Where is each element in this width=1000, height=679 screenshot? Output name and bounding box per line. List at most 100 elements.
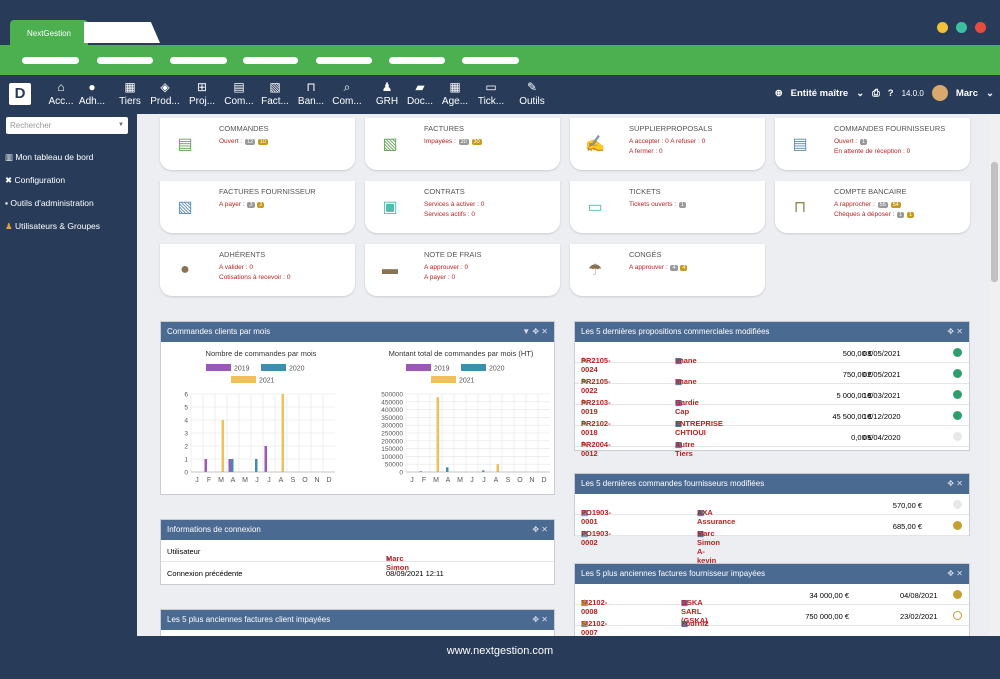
table-row[interactable]: ✎ PR2102-0018 ▦ ENTREPRISE CHTIOUI 45 500,… — [575, 405, 969, 437]
card-line[interactable]: A accepter : 0 A refuser : 0 — [629, 138, 706, 145]
sidebar-item-users[interactable]: ♟ Utilisateurs & Groupes — [5, 221, 101, 231]
entity-selector[interactable]: Entité maître — [790, 87, 849, 99]
stat-card[interactable]: ☂ CONGÉS A approuver : 4 4 — [570, 244, 765, 296]
menu-item-4[interactable]: ⊞ Proj... — [185, 78, 219, 107]
browser-tab-new[interactable] — [84, 22, 160, 43]
count-badge: 10 — [257, 139, 268, 145]
table-row[interactable]: ✎ PR2105-0022 ▦ Imane 750,00 €02/05/2021 — [575, 363, 969, 395]
card-line[interactable]: Services à activer : 0 — [424, 201, 485, 208]
card-line[interactable]: Tickets ouverts : 1 — [629, 201, 686, 208]
menu-item-13[interactable]: ✎ Outils — [515, 78, 549, 107]
stat-card[interactable]: ▤ COMMANDES FOURNISSEURS Ouvert : 1 En atte… — [775, 118, 970, 170]
table-row[interactable]: ▤ PO1903-0001 ▦ AXA Assurance 570,00 € — [575, 494, 969, 526]
table-row[interactable]: ▤ SI2102-0008 ⚠ ▦ GSKA SARL (GSKA) 34 000,… — [575, 584, 969, 625]
card-line[interactable]: A approuver : 4 4 — [629, 264, 688, 271]
table-row[interactable]: ✎ PR2105-0024 ▦ Imane 500,00 €03/05/2021 — [575, 342, 969, 374]
stat-card[interactable]: ✍ SUPPLIERPROPOSALS A accepter : 0 A refus… — [570, 118, 765, 170]
count-badge: 56 — [877, 202, 888, 208]
table-row[interactable]: ▤ SI2102-0007 ⚠ ▦ Fourni2 750 000,00 €23/0… — [575, 605, 969, 636]
card-line[interactable]: A valider : 0 — [219, 264, 253, 271]
menu-item-8[interactable]: ⌕ Com... — [330, 78, 364, 107]
legend-label: 2019 — [434, 366, 450, 373]
scrollbar-thumb[interactable] — [991, 162, 998, 282]
browser-tab-active[interactable]: NextGestion — [10, 20, 88, 45]
card-line[interactable]: A payer : 0 — [424, 274, 456, 281]
user-name[interactable]: Marc — [955, 87, 979, 99]
table-row[interactable]: ✎ PR2004-0012 ▦ Autre Tiers 0,00 €05/04/20… — [575, 426, 969, 458]
menu-item-1[interactable]: ● Adh... — [75, 78, 109, 107]
y-tick-label: 200000 — [381, 438, 403, 445]
stat-card[interactable]: ▧ FACTURES FOURNISSEUR A payer : 3 2 — [160, 181, 355, 233]
chevron-down-icon[interactable]: ⌄ — [856, 87, 865, 99]
building-icon: ▦ — [675, 356, 683, 365]
chevron-down-icon[interactable]: ▼ — [118, 122, 124, 128]
card-line[interactable]: A rapprocher : 56 54 — [834, 201, 901, 208]
x-tick-label: A — [494, 477, 499, 484]
menu-item-6[interactable]: ▧ Fact... — [258, 78, 292, 107]
avatar: ● — [386, 554, 391, 563]
panel-controls[interactable]: ✥ ✕ — [532, 525, 548, 534]
panel-header: Les 5 dernières propositions commerciale… — [575, 322, 969, 342]
table-row[interactable]: ✎ PR2103-0019 ▦ Gardie Cap 5 000,00 €10/03… — [575, 384, 969, 416]
cube-icon: ◈ — [160, 80, 170, 94]
close-dot[interactable] — [975, 22, 986, 33]
panel-controls[interactable]: ✥ ✕ — [947, 569, 963, 578]
panel-controls[interactable]: ✥ ✕ — [532, 615, 548, 624]
card-line[interactable]: Chèques à déposer : 1 1 — [834, 211, 915, 218]
menu-item-0[interactable]: ⌂ Acc... — [44, 78, 78, 107]
row-label: Utilisateur — [167, 547, 201, 556]
menu-item-11[interactable]: ▦ Age... — [438, 78, 472, 107]
stat-card[interactable]: ▬ NOTE DE FRAIS A approuver : 0 A payer : 0 — [365, 244, 560, 296]
menu-item-10[interactable]: ▰ Doc... — [403, 78, 437, 107]
card-line[interactable]: A approuver : 0 — [424, 264, 469, 271]
app-logo[interactable]: D — [9, 83, 31, 105]
table-row[interactable]: ▤ PO1903-0002 ▦ Marc Simon A-kevin 685,00 … — [575, 515, 969, 565]
chevron-down-icon[interactable]: ⌄ — [986, 87, 994, 99]
sidebar-item-dashboard[interactable]: ▥ Mon tableau de bord — [5, 152, 94, 162]
stat-card[interactable]: ▤ COMMANDES Ouvert : 12 10 — [160, 118, 355, 170]
card-line[interactable]: A payer : 3 2 — [219, 201, 265, 208]
scrollbar[interactable] — [989, 114, 1000, 636]
search-input[interactable]: Rechercher ▼ — [6, 117, 128, 134]
panel-controls[interactable]: ✥ ✕ — [947, 327, 963, 336]
panel-controls[interactable]: ▼ ✥ ✕ — [522, 327, 548, 336]
menu-item-12[interactable]: ▭ Tick... — [474, 78, 508, 107]
menu-item-3[interactable]: ◈ Prod... — [148, 78, 182, 107]
status-indicator — [953, 390, 962, 399]
menu-item-2[interactable]: ▦ Tiers — [113, 78, 147, 107]
legend-label: 2021 — [459, 378, 475, 385]
stat-card[interactable]: ⊓ COMPTE BANCAIRE A rapprocher : 56 54 Chèq… — [775, 181, 970, 233]
card-line[interactable]: A fermer : 0 — [629, 148, 663, 155]
sidebar-item-admin-tools[interactable]: ▪ Outils d'administration — [5, 198, 94, 208]
card-line[interactable]: Impayées : 20 30 — [424, 138, 482, 145]
y-tick-label: 3 — [184, 431, 188, 438]
stat-card[interactable]: ▭ TICKETS Tickets ouverts : 1 — [570, 181, 765, 233]
stat-card[interactable]: ▣ CONTRATS Services à activer : 0 Services … — [365, 181, 560, 233]
panel-controls[interactable]: ✥ ✕ — [947, 479, 963, 488]
minimize-dot[interactable] — [937, 22, 948, 33]
card-title: CONGÉS — [629, 250, 662, 259]
count-badge: 30 — [471, 139, 482, 145]
help-icon[interactable]: ? — [887, 87, 894, 99]
stat-card[interactable]: ● ADHÉRENTS A valider : 0 Cotisations à rec… — [160, 244, 355, 296]
count-badge: 20 — [458, 139, 469, 145]
footer: www.nextgestion.com — [0, 636, 1000, 679]
card-line[interactable]: Ouvert : 12 10 — [219, 138, 268, 145]
warning-icon: ⚠ — [581, 619, 588, 628]
x-tick-label: F — [422, 477, 426, 484]
card-line[interactable]: Ouvert : 1 — [834, 138, 867, 145]
avatar[interactable] — [931, 85, 948, 101]
status-indicator — [953, 411, 962, 420]
menu-item-9[interactable]: ♟ GRH — [370, 78, 404, 107]
print-icon[interactable]: ⎙ — [872, 87, 880, 99]
card-line[interactable]: Services actifs : 0 — [424, 211, 475, 218]
building-icon: ▦ — [681, 619, 689, 628]
menu-item-7[interactable]: ⊓ Ban... — [294, 78, 328, 107]
card-line[interactable]: En attente de réception : 0 — [834, 148, 911, 155]
panel-login-info: Informations de connexion ✥ ✕ Utilisateu… — [160, 519, 555, 585]
menu-item-5[interactable]: ▤ Com... — [222, 78, 256, 107]
stat-card[interactable]: ▧ FACTURES Impayées : 20 30 — [365, 118, 560, 170]
card-line[interactable]: Cotisations à recevoir : 0 — [219, 274, 291, 281]
maximize-dot[interactable] — [956, 22, 967, 33]
sidebar-item-configuration[interactable]: ✖ Configuration — [5, 175, 66, 185]
